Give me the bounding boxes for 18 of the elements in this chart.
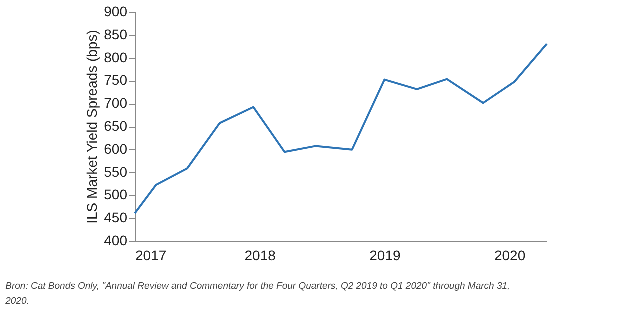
y-tick-label: 700 <box>104 95 128 112</box>
x-tick-label: 2020 <box>494 248 526 264</box>
x-tick-label: 2019 <box>370 248 401 264</box>
y-tick-label: 600 <box>104 140 128 157</box>
y-tick-label: 550 <box>104 164 128 180</box>
y-tick-label: 400 <box>104 232 128 248</box>
y-tick-label: 750 <box>104 72 128 88</box>
text: Bron: Cat Bonds Only, "Annual Review and Commentary for the Four Quarters, Q2 2019 to Q1 2020" through March 31, 2020. <box>4 281 510 307</box>
y-tick-label: 500 <box>104 186 128 203</box>
y-tick-label: 650 <box>104 118 128 134</box>
y-tick-label: 900 <box>104 4 128 20</box>
y-tick-label: 800 <box>104 49 128 66</box>
x-tick-label: 2017 <box>136 248 167 264</box>
y-tick-label: 850 <box>104 26 128 42</box>
line-series <box>134 43 548 215</box>
y-tick-label: 450 <box>104 210 128 226</box>
y-axis-title: ILS Market Yield Spreads (bps) <box>84 30 100 224</box>
x-tick-label: 2018 <box>244 248 276 264</box>
